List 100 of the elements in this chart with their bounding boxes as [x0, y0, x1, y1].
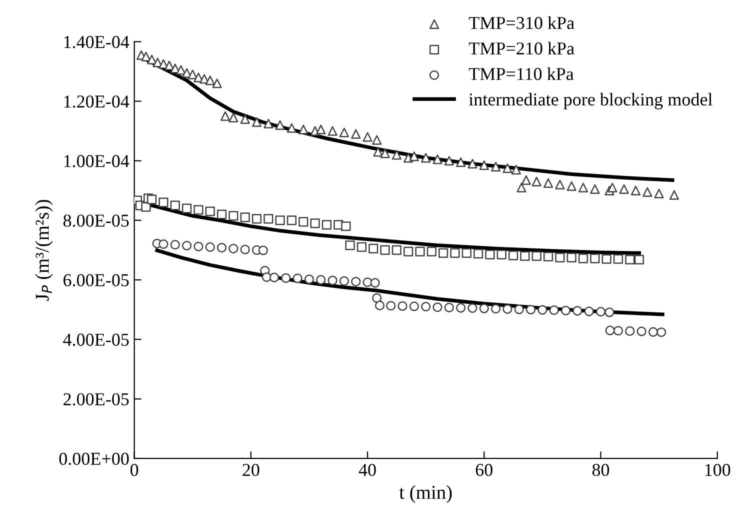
point: [339, 128, 349, 138]
point: [438, 248, 448, 258]
point: [316, 124, 326, 134]
point: [584, 306, 594, 316]
point: [636, 326, 646, 336]
point: [444, 302, 454, 312]
point: [264, 214, 274, 224]
point: [521, 175, 531, 185]
point: [373, 147, 383, 157]
point: [240, 114, 250, 124]
point: [479, 160, 489, 170]
point: [216, 210, 227, 220]
x-tick-label: 20: [242, 464, 260, 476]
point: [370, 278, 380, 288]
point: [286, 123, 297, 133]
point: [415, 246, 425, 256]
y-tick-label: 1.40E-04: [64, 36, 130, 48]
point: [345, 240, 355, 250]
point: [462, 248, 472, 258]
point: [158, 239, 168, 249]
point: [328, 276, 338, 286]
point: [152, 58, 162, 68]
x-axis-title: t (min): [399, 485, 452, 503]
point: [474, 248, 484, 258]
point: [613, 326, 624, 336]
point: [182, 204, 192, 214]
point: [380, 245, 390, 255]
point: [526, 304, 536, 314]
point: [566, 181, 576, 191]
legend-label: TMP=210 kPa: [468, 42, 574, 55]
point: [341, 221, 351, 232]
point: [549, 305, 559, 316]
point: [648, 327, 658, 337]
point: [502, 304, 512, 314]
point: [543, 178, 554, 188]
point: [485, 250, 495, 260]
point: [555, 180, 565, 190]
point: [141, 202, 151, 212]
point: [351, 276, 361, 286]
point: [228, 211, 238, 221]
point: [205, 242, 215, 252]
point: [298, 124, 308, 134]
point: [456, 303, 466, 313]
point: [444, 156, 454, 166]
point: [281, 273, 291, 283]
point: [264, 118, 274, 128]
point: [590, 254, 600, 264]
point: [252, 214, 262, 224]
point: [578, 254, 588, 264]
point: [566, 252, 576, 262]
point: [380, 148, 390, 158]
point: [502, 163, 512, 173]
point: [538, 305, 548, 315]
point: [468, 158, 478, 169]
line-series: [155, 248, 664, 316]
point: [228, 244, 238, 254]
point: [468, 303, 478, 313]
point: [596, 306, 606, 316]
point: [368, 244, 378, 254]
legend-label: TMP=310 kPa: [468, 16, 574, 30]
point: [310, 218, 320, 228]
point: [511, 164, 521, 174]
point: [298, 217, 308, 227]
legend-label: intermediate pore blocking model: [468, 92, 712, 110]
point: [182, 240, 192, 250]
point: [170, 240, 180, 250]
point: [656, 327, 666, 338]
point: [590, 184, 600, 194]
point: [619, 184, 629, 194]
point: [404, 246, 414, 256]
point: [205, 206, 215, 216]
y-tick-label: 8.00E-05: [63, 214, 129, 227]
point: [532, 251, 542, 261]
point: [608, 182, 618, 192]
point: [634, 254, 644, 264]
point: [532, 176, 542, 186]
point: [392, 245, 402, 255]
point: [496, 250, 506, 260]
y-tick-label: 2.00E-05: [64, 393, 129, 406]
point: [176, 65, 186, 75]
point: [212, 78, 222, 88]
point: [605, 326, 615, 336]
point: [490, 162, 501, 172]
point: [286, 216, 297, 226]
point: [490, 304, 501, 314]
point: [642, 187, 652, 197]
point: [450, 248, 460, 258]
y-tick-label: 1.20E-04: [64, 95, 130, 108]
point: [228, 112, 238, 122]
point: [351, 129, 361, 139]
y-tick-label: 1.00E-04: [64, 155, 130, 168]
point: [220, 111, 230, 121]
point: [669, 190, 679, 200]
point: [578, 182, 588, 192]
point: [421, 302, 431, 312]
point: [147, 194, 157, 204]
point: [275, 120, 285, 130]
point: [252, 117, 262, 127]
point: [322, 220, 332, 230]
point: [392, 150, 402, 160]
